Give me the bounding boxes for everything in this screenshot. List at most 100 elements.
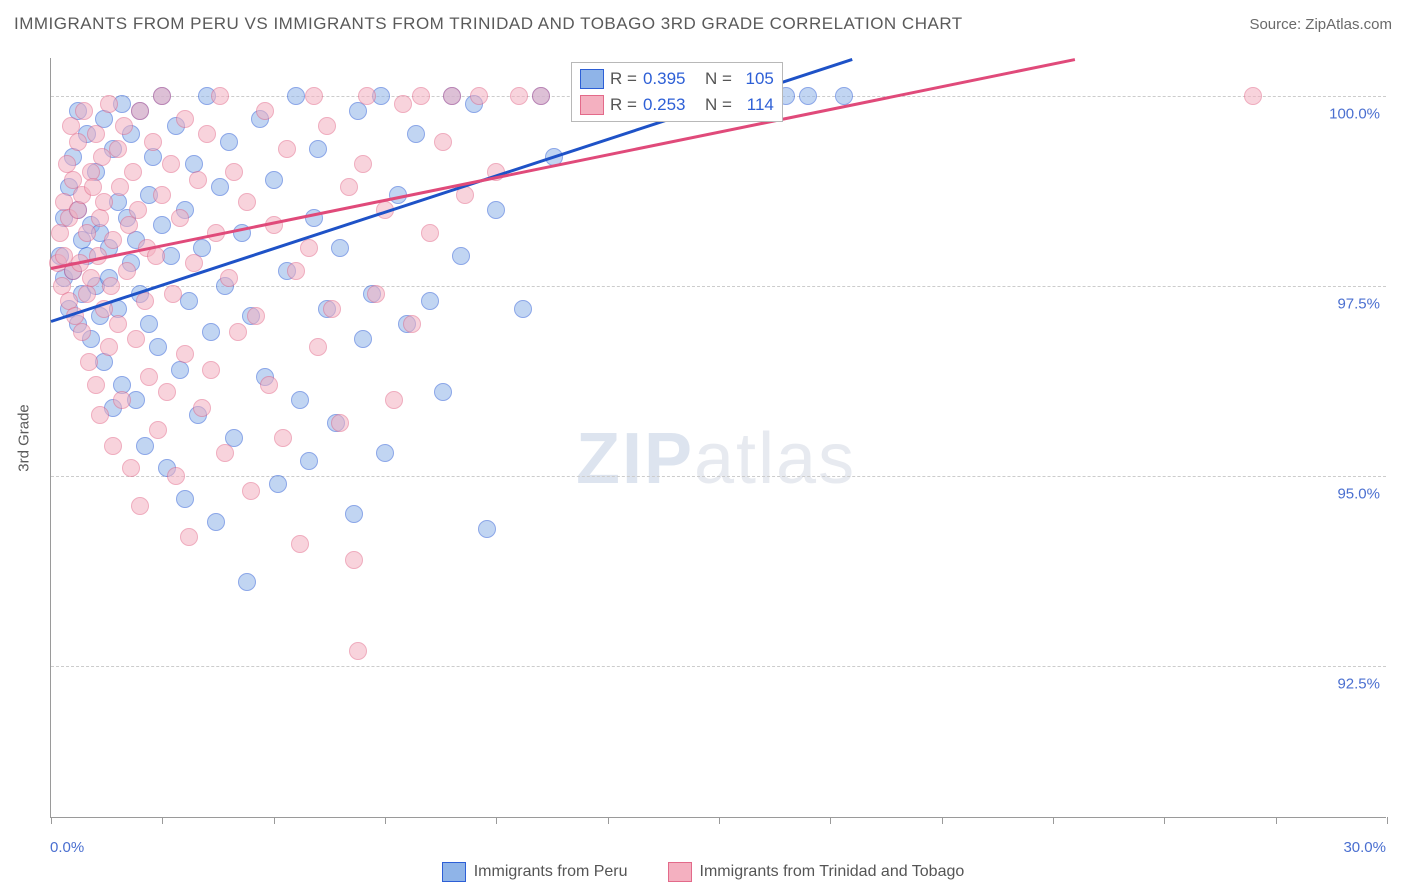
scatter-point [367, 285, 385, 303]
n-value: 105 [738, 69, 774, 89]
scatter-point [149, 338, 167, 356]
legend-stats-box: R =0.395N =105R =0.253N =114 [571, 62, 783, 122]
x-tick [496, 817, 497, 824]
scatter-point [113, 391, 131, 409]
x-tick [942, 817, 943, 824]
scatter-point [287, 262, 305, 280]
scatter-point [331, 239, 349, 257]
chart-title: IMMIGRANTS FROM PERU VS IMMIGRANTS FROM … [14, 14, 963, 34]
scatter-point [510, 87, 528, 105]
scatter-point [115, 117, 133, 135]
scatter-point [69, 201, 87, 219]
scatter-point [309, 140, 327, 158]
scatter-point [91, 406, 109, 424]
legend-swatch [580, 69, 604, 89]
legend-item-peru: Immigrants from Peru [442, 862, 628, 882]
scatter-point [412, 87, 430, 105]
scatter-point [287, 87, 305, 105]
scatter-point [305, 87, 323, 105]
x-tick [385, 817, 386, 824]
legend-label-trinidad: Immigrants from Trinidad and Tobago [700, 863, 965, 881]
scatter-point [120, 216, 138, 234]
scatter-point [247, 307, 265, 325]
scatter-point [835, 87, 853, 105]
scatter-point [82, 269, 100, 287]
scatter-point [274, 429, 292, 447]
scatter-point [189, 171, 207, 189]
scatter-point [345, 551, 363, 569]
scatter-point [269, 475, 287, 493]
x-tick [1053, 817, 1054, 824]
scatter-point [167, 467, 185, 485]
scatter-point [220, 133, 238, 151]
legend-swatch-trinidad [668, 862, 692, 882]
scatter-point [51, 224, 69, 242]
gridline [51, 666, 1386, 667]
scatter-point [238, 193, 256, 211]
r-label: R = [610, 69, 637, 89]
y-tick-label: 95.0% [1337, 486, 1380, 503]
x-tick [719, 817, 720, 824]
scatter-point [176, 110, 194, 128]
scatter-point [278, 140, 296, 158]
scatter-point [75, 102, 93, 120]
scatter-point [340, 178, 358, 196]
scatter-point [229, 323, 247, 341]
scatter-point [198, 125, 216, 143]
r-value: 0.253 [643, 95, 699, 115]
scatter-point [87, 376, 105, 394]
scatter-point [124, 163, 142, 181]
y-tick-label: 97.5% [1337, 296, 1380, 313]
scatter-point [799, 87, 817, 105]
scatter-point [291, 535, 309, 553]
scatter-point [358, 87, 376, 105]
scatter-point [216, 444, 234, 462]
x-tick [274, 817, 275, 824]
scatter-point [532, 87, 550, 105]
scatter-point [102, 277, 120, 295]
scatter-point [403, 315, 421, 333]
scatter-point [202, 323, 220, 341]
scatter-point [434, 133, 452, 151]
scatter-point [421, 292, 439, 310]
y-axis-label: 3rd Grade [16, 404, 33, 472]
n-label: N = [705, 69, 732, 89]
title-bar: IMMIGRANTS FROM PERU VS IMMIGRANTS FROM … [0, 0, 1406, 48]
legend-label-peru: Immigrants from Peru [474, 863, 628, 881]
scatter-point [95, 193, 113, 211]
scatter-point [238, 573, 256, 591]
scatter-point [349, 642, 367, 660]
scatter-point [131, 102, 149, 120]
x-tick [608, 817, 609, 824]
scatter-point [176, 345, 194, 363]
x-max-label: 30.0% [1343, 839, 1386, 856]
watermark-atlas: atlas [694, 419, 856, 499]
scatter-point [185, 254, 203, 272]
gridline [51, 476, 1386, 477]
x-min-label: 0.0% [50, 839, 84, 856]
scatter-point [153, 186, 171, 204]
scatter-point [180, 292, 198, 310]
x-tick [1164, 817, 1165, 824]
scatter-point [95, 353, 113, 371]
scatter-point [318, 117, 336, 135]
scatter-point [149, 421, 167, 439]
legend-swatch [580, 95, 604, 115]
scatter-point [127, 330, 145, 348]
scatter-point [100, 95, 118, 113]
scatter-point [109, 315, 127, 333]
scatter-point [309, 338, 327, 356]
scatter-point [176, 490, 194, 508]
x-tick [51, 817, 52, 824]
scatter-point [144, 133, 162, 151]
scatter-point [162, 247, 180, 265]
scatter-point [349, 102, 367, 120]
scatter-point [131, 497, 149, 515]
scatter-point [421, 224, 439, 242]
scatter-point [162, 155, 180, 173]
gridline [51, 286, 1386, 287]
scatter-point [256, 102, 274, 120]
scatter-point [225, 163, 243, 181]
scatter-point [73, 323, 91, 341]
scatter-point [354, 155, 372, 173]
